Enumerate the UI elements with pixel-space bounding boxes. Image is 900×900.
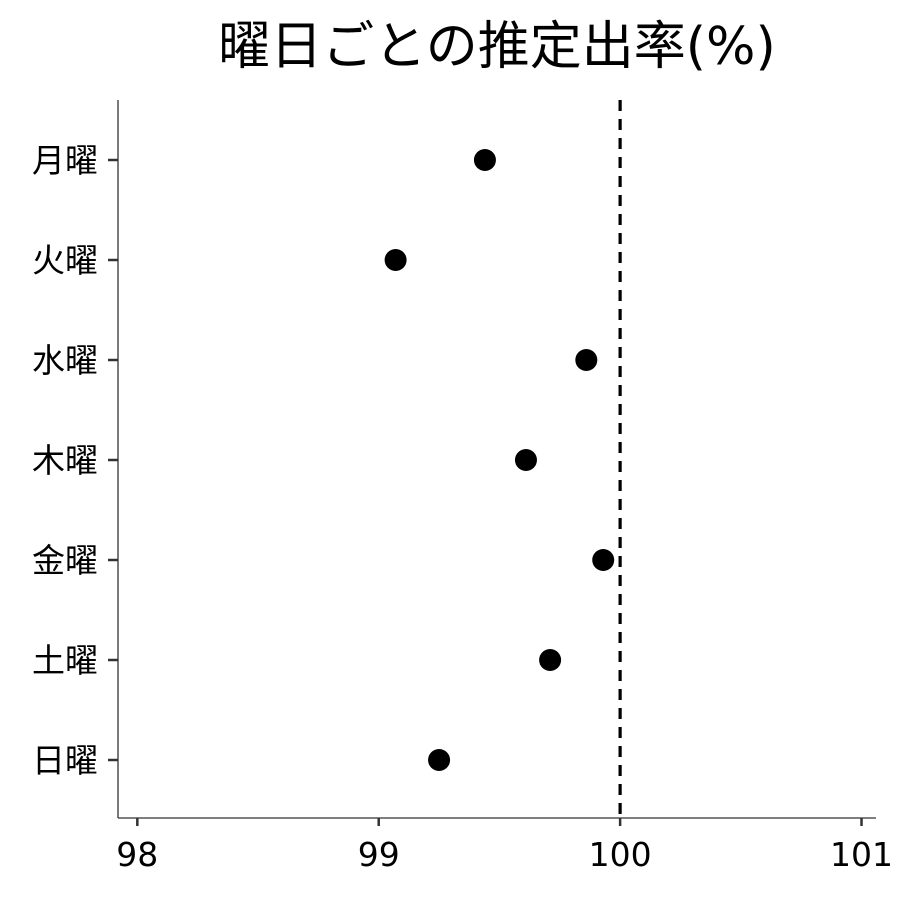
y-tick-label: 土曜: [32, 641, 98, 680]
y-tick-label: 木曜: [32, 441, 98, 480]
data-point: [514, 449, 537, 471]
y-tick-label: 日曜: [32, 741, 98, 780]
x-tick-label: 101: [830, 835, 893, 874]
chart-title: 曜日ごとの推定出率(%): [218, 17, 775, 77]
data-point: [384, 249, 407, 271]
data-point: [473, 149, 496, 171]
x-tick-label: 100: [589, 835, 652, 874]
y-tick-label: 火曜: [32, 241, 98, 280]
y-tick-label: 水曜: [32, 341, 98, 380]
data-point: [539, 649, 562, 671]
y-tick-label: 月曜: [32, 141, 98, 180]
data-point: [428, 749, 451, 771]
y-tick-label: 金曜: [32, 541, 98, 580]
x-tick-label: 98: [116, 835, 158, 874]
data-point: [592, 549, 615, 571]
data-point: [575, 349, 598, 371]
x-tick-label: 99: [358, 835, 400, 874]
